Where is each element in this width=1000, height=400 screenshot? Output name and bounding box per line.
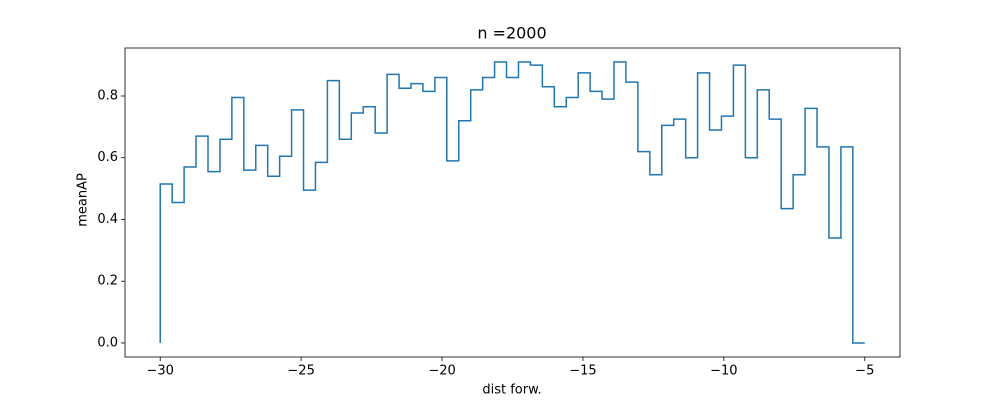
x-tick-label: −5 [855,364,874,379]
step-line [159,61,865,344]
x-tick-label: −10 [710,364,737,379]
y-tick-label: 0.2 [97,274,118,289]
y-tick-label: 0.4 [97,212,118,227]
y-axis-label: meanAP [76,173,91,227]
plot-frame [124,47,901,358]
y-tick-label: 0.0 [97,335,118,350]
x-axis-label: dist forw. [482,383,541,398]
x-tick-label: −25 [287,364,314,379]
chart-title: n =2000 [477,24,546,43]
x-tick-label: −15 [569,364,596,379]
y-tick-label: 0.6 [97,150,118,165]
x-tick-label: −30 [147,364,174,379]
y-tick-label: 0.8 [97,89,118,104]
x-tick-label: −20 [428,364,455,379]
